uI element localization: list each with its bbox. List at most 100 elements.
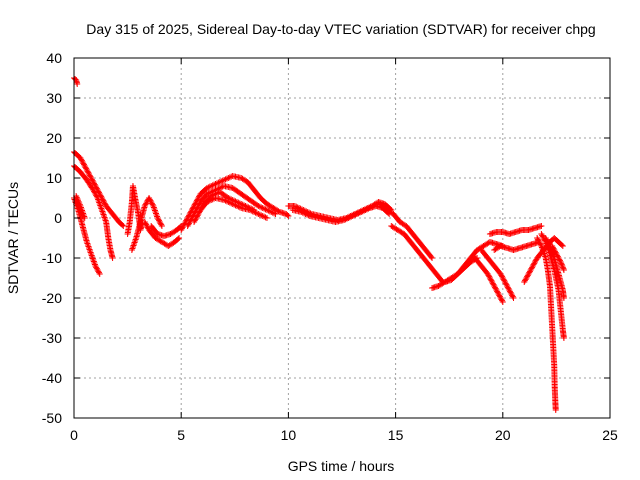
data-point [194, 212, 201, 219]
data-point [261, 213, 268, 220]
series-arc-28 [549, 243, 567, 273]
data-point [154, 215, 161, 221]
x-tick-label: 10 [281, 427, 297, 443]
data-point [494, 288, 501, 295]
data-point [94, 267, 101, 273]
data-point [361, 207, 368, 214]
data-point [261, 205, 268, 212]
data-point [191, 219, 198, 225]
y-tick-label: -50 [42, 410, 62, 426]
data-point [146, 195, 153, 201]
series-arc-13 [199, 189, 258, 213]
data-point [88, 175, 95, 181]
data-point [255, 203, 262, 209]
data-point [500, 276, 507, 283]
data-point [429, 255, 436, 261]
series-arc-17 [388, 223, 446, 285]
data-point [508, 291, 515, 297]
data-point [526, 268, 533, 275]
axis-ticks: 0 5 10 15 20 25 40 30 20 10 0 -10 -20 -30 -40 -50 [42, 50, 618, 443]
data-point [91, 188, 98, 195]
data-point [529, 263, 536, 269]
data-point [534, 236, 541, 243]
data-point [174, 236, 181, 242]
data-point [206, 183, 213, 190]
data-point [81, 161, 88, 168]
data-point [345, 215, 352, 221]
data-point [493, 287, 500, 293]
data-point [528, 265, 535, 272]
data-point [358, 209, 365, 215]
data-point [87, 173, 94, 180]
data-point [259, 213, 266, 219]
data-point [158, 223, 165, 229]
data-point [148, 199, 155, 205]
data-point [193, 213, 200, 220]
y-tick-label: 0 [54, 210, 62, 226]
data-point [211, 191, 218, 198]
data-point [143, 200, 150, 207]
data-point [285, 213, 292, 219]
data-point [209, 192, 216, 199]
data-point [142, 220, 149, 227]
data-point [359, 208, 366, 215]
data-point [88, 176, 95, 183]
data-point [213, 180, 220, 187]
series-arc-1 [71, 75, 81, 87]
data-point [560, 265, 567, 272]
data-point [529, 264, 536, 271]
data-point [486, 275, 493, 281]
data-point [141, 203, 148, 209]
data-point [235, 199, 242, 206]
data-point [549, 244, 556, 251]
data-point [552, 249, 559, 256]
series-arc-21 [478, 247, 517, 301]
data-point [495, 291, 502, 297]
y-tick-label: 20 [46, 130, 62, 146]
y-tick-label: 30 [46, 90, 62, 106]
data-point [155, 216, 162, 223]
data-point [259, 205, 266, 211]
data-point [553, 251, 560, 257]
data-point [505, 285, 512, 292]
data-point [536, 240, 543, 247]
data-point [101, 200, 108, 207]
data-point [186, 220, 193, 227]
data-point [265, 207, 272, 214]
data-point [73, 194, 80, 201]
data-point [558, 261, 565, 268]
data-point [489, 279, 496, 285]
data-point [223, 175, 230, 182]
data-point [232, 198, 239, 205]
data-point [96, 269, 103, 276]
data-point [494, 289, 501, 296]
data-point [83, 167, 90, 173]
data-point [258, 212, 265, 219]
series-arc-23 [491, 239, 543, 253]
data-point [245, 204, 252, 211]
data-point [546, 241, 553, 248]
data-point [428, 253, 435, 260]
data-point [78, 157, 85, 164]
data-point [83, 165, 90, 172]
data-point [218, 178, 225, 185]
data-point [522, 276, 529, 283]
data-point [298, 209, 305, 215]
data-point [525, 271, 532, 277]
data-point [221, 177, 228, 183]
data-point [74, 81, 81, 87]
series-arc-7 [128, 195, 165, 253]
data-point [222, 176, 229, 183]
data-point [532, 257, 539, 264]
data-point [351, 212, 358, 219]
data-point [491, 284, 498, 291]
data-point [510, 295, 517, 301]
data-points [71, 75, 567, 413]
data-point [262, 214, 269, 221]
series-arc-22 [486, 223, 545, 237]
data-point [293, 203, 300, 210]
data-point [141, 219, 148, 225]
data-point [209, 182, 216, 189]
data-point [196, 209, 203, 216]
x-tick-label: 5 [177, 427, 185, 443]
